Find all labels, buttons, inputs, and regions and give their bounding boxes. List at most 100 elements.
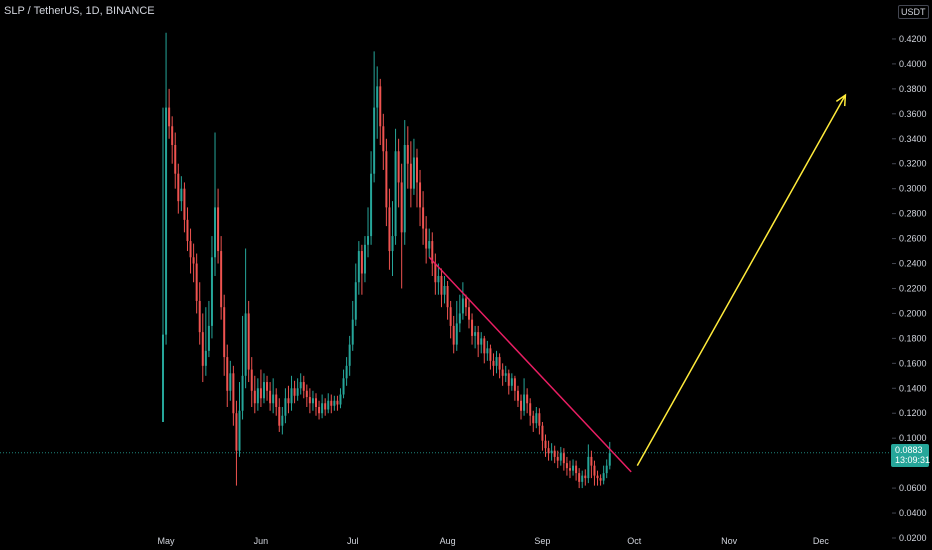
candle (370, 151, 373, 245)
y-tick-label: 0.0600 (899, 483, 927, 493)
candle (293, 380, 296, 404)
candle (256, 378, 259, 411)
candle-body (217, 207, 220, 252)
candle (486, 340, 489, 361)
candle (220, 236, 223, 320)
candle-body (415, 157, 418, 183)
candle-body (201, 332, 204, 366)
candle (315, 393, 317, 416)
candle-body (498, 357, 501, 370)
candle (412, 138, 415, 195)
candle (348, 335, 351, 376)
candle-body (296, 388, 299, 396)
candle (354, 263, 357, 326)
candle (266, 375, 269, 401)
candle-body (394, 151, 397, 237)
candle-body (269, 390, 272, 404)
candle-body (376, 86, 379, 108)
candle-body (308, 397, 311, 404)
candle-body (284, 398, 287, 416)
y-tick-label: 0.2400 (899, 259, 927, 269)
candle (590, 450, 593, 479)
candle (523, 378, 526, 416)
y-tick-label: 0.4200 (899, 34, 927, 44)
candle-body (403, 145, 406, 233)
x-tick-label: Dec (813, 536, 830, 546)
candle (327, 393, 330, 414)
y-tick-label: 0.0200 (899, 533, 927, 543)
candle-body (327, 400, 330, 410)
candle (520, 394, 523, 420)
candle-body (247, 313, 250, 370)
candle (247, 300, 250, 383)
candle-body (568, 468, 571, 471)
candle (483, 335, 486, 364)
candle-body (348, 344, 351, 366)
candle (541, 421, 544, 451)
candle-body (195, 263, 198, 301)
candle (532, 410, 535, 432)
candle (278, 398, 281, 432)
candle (214, 132, 217, 276)
candle (507, 369, 510, 395)
candle-body (541, 425, 544, 441)
candle (474, 325, 477, 349)
candle (162, 107, 164, 422)
candle (235, 400, 238, 486)
candle-body (437, 276, 440, 283)
candle-body (434, 263, 437, 283)
candle-body (428, 241, 431, 249)
candle (501, 363, 504, 386)
candle-body (373, 107, 376, 174)
candle (492, 353, 495, 376)
candle-body (461, 298, 464, 314)
candle (318, 400, 321, 420)
candle (568, 460, 571, 479)
candle (321, 394, 324, 419)
candle-body (587, 456, 590, 479)
candle-body (244, 313, 247, 376)
candle-body (339, 394, 342, 405)
candle-body (210, 257, 213, 326)
time-axis[interactable]: May Jun Jul Aug Sep Oct Nov Dec (158, 536, 830, 546)
symbol-title[interactable]: SLP / TetherUS, 1D, BINANCE (4, 5, 155, 17)
candle-body (581, 475, 584, 482)
candle (489, 344, 492, 370)
candle-body (229, 373, 232, 391)
candle (428, 228, 431, 258)
drawings-layer (428, 93, 847, 473)
candle-body (345, 365, 348, 379)
candle-body (412, 157, 415, 189)
candle (538, 408, 541, 435)
candle (403, 120, 406, 245)
candle (210, 236, 213, 339)
candle (498, 353, 501, 379)
candle (226, 344, 229, 407)
candle-body (608, 453, 611, 466)
currency-unit-button[interactable]: USDT (898, 5, 929, 19)
candle (302, 375, 305, 399)
candle-body (492, 360, 495, 366)
candle (262, 373, 265, 404)
resistance-trendline (428, 256, 632, 473)
candle-body (336, 400, 339, 405)
candle (308, 388, 311, 414)
candle-body (220, 251, 223, 308)
y-tick-label: 0.1200 (899, 408, 927, 418)
candle-body (516, 390, 519, 401)
candle (516, 385, 519, 407)
x-tick-label: Jul (347, 536, 359, 546)
candle-body (431, 241, 434, 264)
candle-body (449, 307, 452, 326)
candle (360, 244, 363, 295)
candle-body (207, 325, 210, 351)
candle (250, 357, 253, 407)
candle-body (397, 151, 400, 183)
candle-body (223, 307, 226, 358)
candle-body (278, 407, 281, 426)
candle (477, 325, 480, 358)
candle-body (538, 413, 541, 426)
y-tick-label: 0.1600 (899, 358, 927, 368)
y-tick-label: 0.3200 (899, 159, 927, 169)
